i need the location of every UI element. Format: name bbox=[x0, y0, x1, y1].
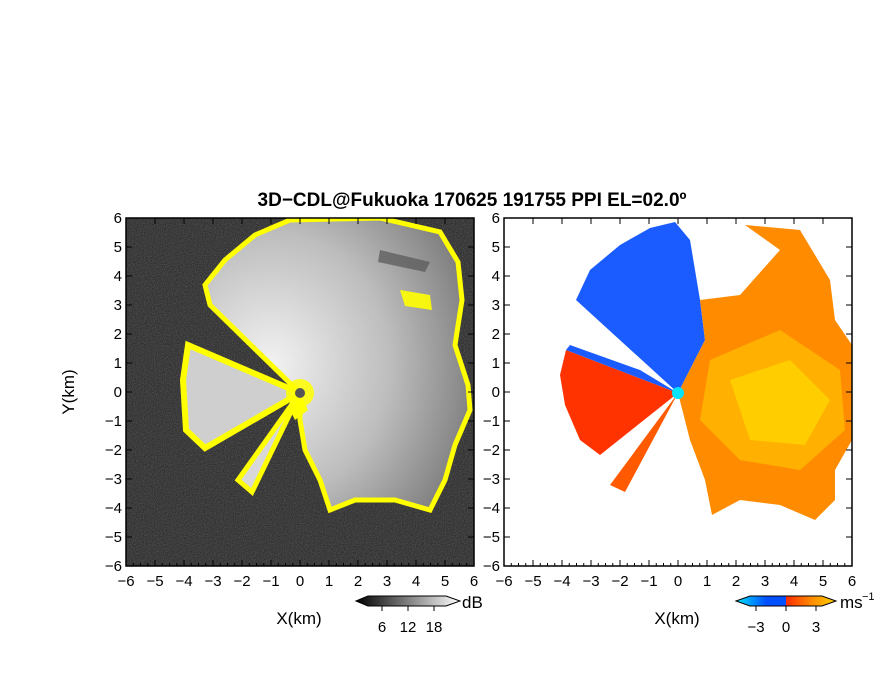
reflectivity-y-tick-label: 0 bbox=[114, 384, 122, 401]
reflectivity-y-tick-label: −4 bbox=[105, 500, 122, 517]
velocity-y-tick-label: 2 bbox=[492, 326, 500, 343]
reflectivity-y-ticks: 6 5 4 3 2 1 0 −1 −2 −3 −4 −5 −6 bbox=[105, 210, 474, 575]
velocity-colorbar-unit: ms bbox=[840, 593, 863, 612]
velocity-colorbar-tick-label: −3 bbox=[747, 619, 764, 636]
reflectivity-colorbar-tick-label: 12 bbox=[400, 619, 417, 636]
velocity-colorbar-tick-label: 3 bbox=[812, 619, 820, 636]
velocity-x-tick-label: 3 bbox=[761, 573, 769, 590]
velocity-x-tick-label: −1 bbox=[640, 573, 657, 590]
reflectivity-colorbar-unit: dB bbox=[462, 593, 483, 612]
reflectivity-y-tick-label: −1 bbox=[105, 413, 122, 430]
reflectivity-y-tick-label: 2 bbox=[114, 326, 122, 343]
reflectivity-y-tick-label: −2 bbox=[105, 442, 122, 459]
reflectivity-y-tick-label: 4 bbox=[114, 268, 122, 285]
velocity-x-tick-label: −3 bbox=[582, 573, 599, 590]
velocity-y-tick-label: −5 bbox=[483, 529, 500, 546]
velocity-y-tick-label: 0 bbox=[492, 384, 500, 401]
velocity-colorbar-tick-label: 0 bbox=[782, 619, 790, 636]
reflectivity-x-tick-label: −1 bbox=[262, 573, 279, 590]
velocity-x-tick-label: 1 bbox=[703, 573, 711, 590]
reflectivity-panel: −6 −5 −4 −3 −2 −1 0 1 2 3 4 5 6 6543210−1−2−3−4−5−6 … bbox=[59, 210, 483, 636]
reflectivity-y-tick-label: −3 bbox=[105, 471, 122, 488]
velocity-x-tick-label: 5 bbox=[819, 573, 827, 590]
velocity-y-ticks: 6 5 4 3 2 1 0 −1 −2 −3 −4 −5 −6 bbox=[483, 210, 852, 575]
reflectivity-x-tick-label: −5 bbox=[146, 573, 163, 590]
velocity-y-tick-label: −1 bbox=[483, 413, 500, 430]
velocity-colorbar-bar bbox=[734, 595, 838, 607]
reflectivity-x-tick-label: −3 bbox=[204, 573, 221, 590]
velocity-echo bbox=[560, 222, 852, 520]
reflectivity-x-ticks: −6 −5 −4 −3 −2 −1 0 1 2 3 4 5 6 bbox=[117, 218, 478, 590]
velocity-y-tick-label: −6 bbox=[483, 558, 500, 575]
velocity-colorbar-ticks: −3 0 3 bbox=[747, 606, 820, 636]
velocity-colorbar: −3 0 3 ms −1 bbox=[734, 591, 875, 636]
reflectivity-x-tick-label: −4 bbox=[175, 573, 192, 590]
reflectivity-colorbar-bar bbox=[354, 595, 462, 607]
reflectivity-echo bbox=[179, 218, 473, 514]
velocity-y-tick-label: 4 bbox=[492, 268, 500, 285]
reflectivity-x-tick-label: −2 bbox=[233, 573, 250, 590]
reflectivity-y-axis-label: Y(km) bbox=[59, 369, 78, 414]
velocity-x-tick-label: −4 bbox=[553, 573, 570, 590]
velocity-y-tick-label: −2 bbox=[483, 442, 500, 459]
velocity-y-tick-label: −3 bbox=[483, 471, 500, 488]
reflectivity-colorbar-tick-label: 18 bbox=[426, 619, 443, 636]
velocity-x-axis-label: X(km) bbox=[654, 609, 699, 628]
reflectivity-x-tick-label: −6 bbox=[117, 573, 134, 590]
velocity-x-tick-label: 4 bbox=[790, 573, 798, 590]
velocity-x-tick-label: 6 bbox=[848, 573, 856, 590]
reflectivity-y-tick-label: −6 bbox=[105, 558, 122, 575]
reflectivity-y-tick-label: −5 bbox=[105, 529, 122, 546]
velocity-y-tick-label: 6 bbox=[492, 210, 500, 227]
velocity-x-tick-label: 2 bbox=[732, 573, 740, 590]
velocity-y-tick-label: −4 bbox=[483, 500, 500, 517]
reflectivity-x-tick-label: 5 bbox=[441, 573, 449, 590]
velocity-panel: −6 −5 −4 −3 −2 −1 0 1 2 3 4 5 6 6 5 4 3 2 1 0 −1 −2 −3 −4 −5−6 … bbox=[483, 210, 875, 636]
chart-title: 3D−CDL@Fukuoka 170625 191755 PPI EL=02.0… bbox=[258, 190, 687, 211]
reflectivity-x-tick-label: 4 bbox=[412, 573, 420, 590]
velocity-x-ticks: −6 −5 −4 −3 −2 −1 0 1 2 3 4 5 6 bbox=[495, 218, 856, 590]
reflectivity-colorbar-tick-label: 6 bbox=[378, 619, 386, 636]
velocity-plot bbox=[504, 218, 852, 566]
reflectivity-plot bbox=[126, 218, 474, 566]
velocity-x-tick-label: −6 bbox=[495, 573, 512, 590]
reflectivity-x-tick-label: 3 bbox=[383, 573, 391, 590]
velocity-x-tick-label: −5 bbox=[524, 573, 541, 590]
velocity-y-tick-label: 3 bbox=[492, 297, 500, 314]
reflectivity-colorbar: 6 12 18 dB bbox=[354, 593, 483, 636]
velocity-y-tick-label: 5 bbox=[492, 239, 500, 256]
reflectivity-y-tick-label: 6 bbox=[114, 210, 122, 227]
reflectivity-x-tick-label: 1 bbox=[325, 573, 333, 590]
velocity-x-tick-label: 0 bbox=[674, 573, 682, 590]
velocity-y-tick-label: 1 bbox=[492, 355, 500, 372]
reflectivity-x-axis-label: X(km) bbox=[276, 609, 321, 628]
reflectivity-y-tick-label: 5 bbox=[114, 239, 122, 256]
velocity-colorbar-unit-exponent: −1 bbox=[862, 591, 875, 603]
reflectivity-x-tick-label: 6 bbox=[470, 573, 478, 590]
velocity-x-tick-label: −2 bbox=[611, 573, 628, 590]
reflectivity-y-tick-label: 3 bbox=[114, 297, 122, 314]
reflectivity-x-tick-label: 0 bbox=[296, 573, 304, 590]
reflectivity-x-tick-label: 2 bbox=[354, 573, 362, 590]
reflectivity-y-tick-label: 1 bbox=[114, 355, 122, 372]
reflectivity-colorbar-ticks: 6 12 18 bbox=[378, 606, 443, 636]
